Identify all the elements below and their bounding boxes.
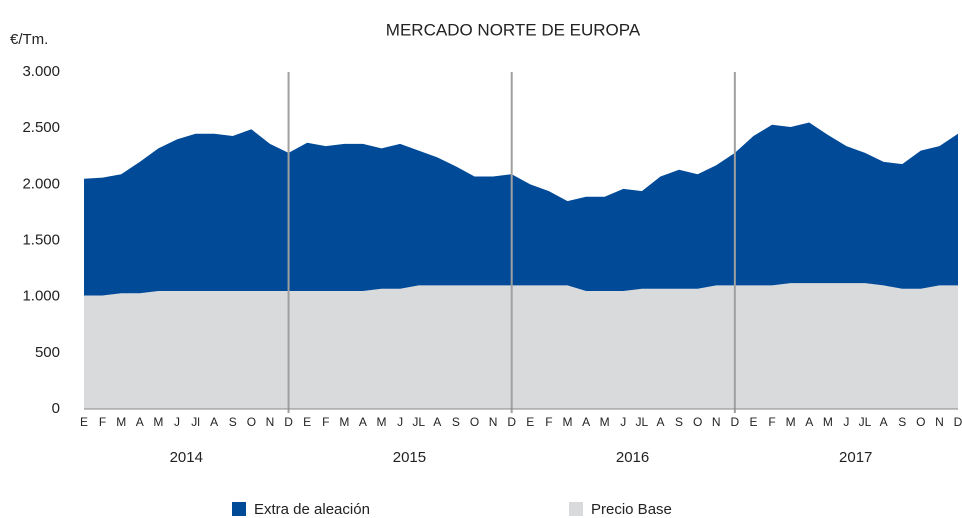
y-tick-label: 0 [52,400,60,417]
x-tick-label: A [582,415,590,429]
x-tick-label: A [359,415,367,429]
x-tick-label: D [731,415,740,429]
x-tick-label: O [247,415,256,429]
y-tick-label: 2.500 [22,119,60,136]
year-label: 2015 [393,449,426,466]
chart-title: MERCADO NORTE DE EUROPA [386,20,641,39]
y-tick-label: 1.500 [22,231,60,248]
x-tick-label: M [786,415,796,429]
year-label: 2017 [839,449,872,466]
x-tick-label: JL [412,415,425,429]
x-tick-label: A [210,415,218,429]
x-tick-label: O [693,415,702,429]
year-label: 2016 [616,449,649,466]
x-tick-label: D [954,415,962,429]
year-label: 2014 [170,449,203,466]
area [84,122,958,296]
x-tick-label: M [377,415,387,429]
legend-label: Precio Base [591,501,672,518]
x-tick-label: Jl [191,415,200,429]
x-tick-label: N [712,415,721,429]
x-tick-label: E [526,415,534,429]
y-axis-label: €/Tm. [10,31,48,48]
x-tick-label: E [749,415,757,429]
x-tick-label: J [397,415,403,429]
x-tick-label: M [153,415,163,429]
x-tick-label: J [843,415,849,429]
y-tick-label: 500 [35,344,60,361]
legend-swatch [232,502,246,516]
x-tick-label: S [452,415,460,429]
x-tick-label: A [656,415,664,429]
x-tick-label: D [507,415,516,429]
x-tick-label: E [303,415,311,429]
x-tick-label: D [284,415,293,429]
x-tick-label: M [339,415,349,429]
x-tick-label: J [174,415,180,429]
x-tick-label: A [880,415,888,429]
x-tick-label: N [935,415,944,429]
x-tick-label: A [805,415,813,429]
x-tick-label: A [433,415,441,429]
x-tick-label: S [898,415,906,429]
x-tick-label: S [229,415,237,429]
x-tick-label: A [136,415,144,429]
x-tick-label: O [470,415,479,429]
x-tick-label: S [675,415,683,429]
legend-swatch [569,502,583,516]
x-tick-label: N [489,415,498,429]
area [84,283,958,409]
x-tick-label: M [823,415,833,429]
x-tick-label: F [322,415,329,429]
x-tick-label: J [620,415,626,429]
x-tick-label: O [916,415,925,429]
x-tick-label: M [116,415,126,429]
x-tick-label: JL [859,415,872,429]
x-tick-label: F [99,415,106,429]
legend-label: Extra de aleación [254,501,370,518]
x-tick-label: JL [636,415,649,429]
x-tick-label: F [768,415,775,429]
x-tick-label: M [600,415,610,429]
y-tick-label: 1.000 [22,288,60,305]
x-tick-label: N [266,415,275,429]
y-tick-label: 3.000 [22,63,60,80]
x-tick-label: M [562,415,572,429]
y-tick-label: 2.000 [22,175,60,192]
x-tick-label: E [80,415,88,429]
x-tick-label: F [545,415,552,429]
